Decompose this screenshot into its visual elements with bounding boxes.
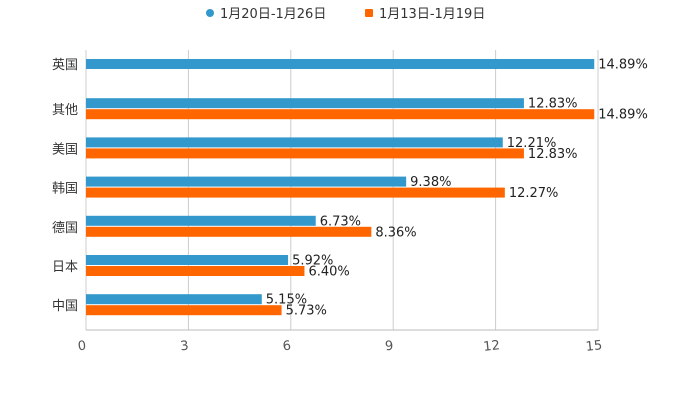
data-label-series-2-2: 12.83% — [528, 147, 578, 162]
legend: 1月20日-1月26日 1月13日-1月19日 — [206, 7, 485, 22]
x-tick-label-6: 6 — [282, 339, 292, 355]
category-label-3: 韩国 — [52, 182, 78, 197]
category-label-1: 其他 — [52, 103, 78, 118]
category-label-0: 英国 — [52, 58, 78, 73]
data-label-series-1-3: 9.38% — [410, 175, 451, 190]
bar-series-1-3 — [86, 176, 407, 187]
legend-label-series-2: 1月13日-1月19日 — [379, 7, 485, 22]
bar-series-2-1 — [86, 109, 595, 120]
data-label-series-2-4: 8.36% — [375, 225, 416, 240]
data-label-series-2-1: 14.89% — [598, 108, 648, 123]
bar-series-2-4 — [86, 226, 372, 237]
x-tick-label-12: 12 — [483, 338, 501, 355]
category-label-2: 美国 — [52, 142, 78, 157]
bar-series-1-0 — [86, 59, 595, 69]
bar-series-1-2 — [86, 137, 503, 148]
x-tick-label-15: 15 — [585, 338, 603, 355]
bar-series-1-5 — [86, 255, 289, 265]
bar-series-1-4 — [86, 215, 316, 226]
bar-series-2-3 — [86, 187, 505, 198]
x-tick-label-0: 0 — [77, 339, 87, 355]
x-tick-label-3: 3 — [180, 339, 190, 355]
bar-series-1-6 — [86, 294, 262, 305]
category-label-4: 德国 — [52, 221, 78, 236]
category-label-5: 日本 — [52, 260, 78, 275]
data-label-series-2-5: 6.40% — [308, 265, 349, 280]
x-tick-label-9: 9 — [384, 339, 394, 355]
data-label-series-1-0: 14.89% — [598, 58, 648, 73]
labels: 英国 14.89%其他 12.83%14.89%美国 12.21%12.83%韩国 9.… — [52, 58, 648, 319]
data-label-series-1-1: 12.83% — [528, 97, 578, 112]
legend-marker-series-1 — [206, 9, 214, 17]
data-label-series-2-3: 12.27% — [509, 186, 559, 201]
data-label-series-1-6: 5.15% — [266, 293, 307, 308]
data-label-series-1-2: 12.21% — [507, 136, 557, 151]
data-label-series-2-6: 5.73% — [286, 304, 327, 319]
data-label-series-1-4: 6.73% — [320, 214, 361, 229]
bar-series-2-6 — [86, 305, 282, 316]
category-label-6: 中国 — [52, 299, 78, 314]
bar-series-2-2 — [86, 148, 524, 159]
bar-series-2-5 — [86, 266, 305, 276]
bars — [86, 59, 595, 316]
legend-marker-series-2 — [365, 9, 373, 17]
legend-label-series-1: 1月20日-1月26日 — [220, 7, 326, 22]
data-label-series-1-5: 5.92% — [292, 254, 333, 269]
bar-series-1-1 — [86, 98, 524, 109]
